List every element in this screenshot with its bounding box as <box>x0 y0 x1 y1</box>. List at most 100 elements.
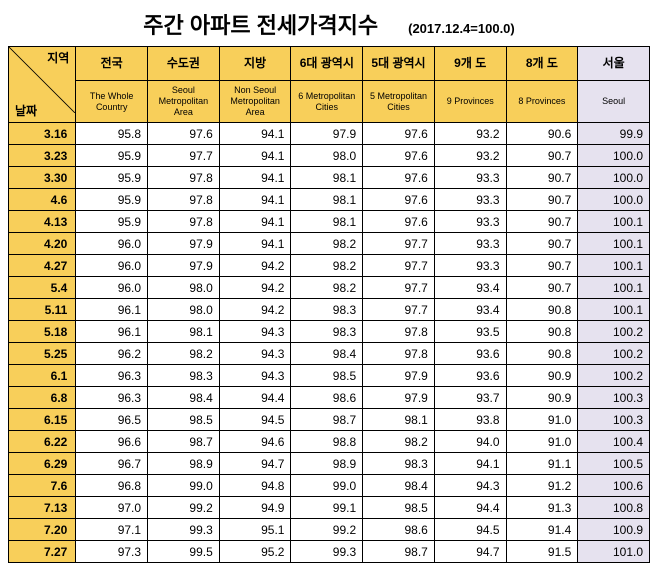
date-cell: 7.6 <box>9 475 76 497</box>
date-cell: 7.20 <box>9 519 76 541</box>
value-cell: 94.2 <box>219 299 291 321</box>
col-header-en: 6 Metropolitan Cities <box>291 81 363 123</box>
table-row: 6.896.398.494.498.697.993.790.9100.3 <box>9 387 650 409</box>
value-cell: 99.2 <box>291 519 363 541</box>
value-cell: 98.0 <box>148 299 220 321</box>
value-cell: 93.3 <box>434 211 506 233</box>
value-cell: 98.3 <box>148 365 220 387</box>
value-cell: 94.6 <box>219 431 291 453</box>
value-cell: 95.9 <box>76 189 148 211</box>
value-cell: 93.3 <box>434 167 506 189</box>
col-header-kr: 5대 광역시 <box>363 47 435 81</box>
value-cell: 95.1 <box>219 519 291 541</box>
table-row: 5.496.098.094.298.297.793.490.7100.1 <box>9 277 650 299</box>
value-cell: 98.5 <box>148 409 220 431</box>
value-cell: 90.8 <box>506 321 578 343</box>
value-cell: 90.7 <box>506 233 578 255</box>
col-header-kr: 지방 <box>219 47 291 81</box>
value-cell: 97.1 <box>76 519 148 541</box>
value-cell: 94.2 <box>219 255 291 277</box>
value-cell: 99.3 <box>291 541 363 563</box>
page-title: 주간 아파트 전세가격지수 <box>143 8 378 40</box>
value-cell: 98.7 <box>148 431 220 453</box>
col-header-kr: 전국 <box>76 47 148 81</box>
col-header-kr: 9개 도 <box>434 47 506 81</box>
value-cell: 97.9 <box>363 365 435 387</box>
value-cell: 94.3 <box>219 365 291 387</box>
table-row: 6.2296.698.794.698.898.294.091.0100.4 <box>9 431 650 453</box>
value-cell: 93.5 <box>434 321 506 343</box>
date-cell: 6.15 <box>9 409 76 431</box>
value-cell: 100.0 <box>578 145 650 167</box>
value-cell: 98.7 <box>291 409 363 431</box>
value-cell: 95.2 <box>219 541 291 563</box>
value-cell: 90.7 <box>506 211 578 233</box>
value-cell: 93.6 <box>434 343 506 365</box>
value-cell: 99.5 <box>148 541 220 563</box>
table-row: 7.2097.199.395.199.298.694.591.4100.9 <box>9 519 650 541</box>
value-cell: 96.6 <box>76 431 148 453</box>
table-row: 6.2996.798.994.798.998.394.191.1100.5 <box>9 453 650 475</box>
col-header-en: Non Seoul Metropolitan Area <box>219 81 291 123</box>
value-cell: 94.1 <box>219 189 291 211</box>
date-cell: 7.27 <box>9 541 76 563</box>
value-cell: 94.1 <box>219 123 291 145</box>
value-cell: 98.9 <box>148 453 220 475</box>
value-cell: 91.1 <box>506 453 578 475</box>
table-row: 4.1395.997.894.198.197.693.390.7100.1 <box>9 211 650 233</box>
table-row: 7.1397.099.294.999.198.594.491.3100.8 <box>9 497 650 519</box>
value-cell: 98.5 <box>363 497 435 519</box>
value-cell: 99.9 <box>578 123 650 145</box>
table-row: 5.1196.198.094.298.397.793.490.8100.1 <box>9 299 650 321</box>
value-cell: 100.1 <box>578 299 650 321</box>
value-cell: 100.6 <box>578 475 650 497</box>
value-cell: 100.0 <box>578 189 650 211</box>
value-cell: 97.9 <box>148 255 220 277</box>
value-cell: 101.0 <box>578 541 650 563</box>
value-cell: 95.9 <box>76 145 148 167</box>
value-cell: 93.6 <box>434 365 506 387</box>
value-cell: 97.6 <box>148 123 220 145</box>
value-cell: 100.5 <box>578 453 650 475</box>
value-cell: 98.9 <box>291 453 363 475</box>
value-cell: 94.0 <box>434 431 506 453</box>
value-cell: 94.3 <box>219 321 291 343</box>
value-cell: 93.2 <box>434 123 506 145</box>
value-cell: 95.9 <box>76 167 148 189</box>
value-cell: 98.6 <box>291 387 363 409</box>
value-cell: 94.1 <box>219 145 291 167</box>
value-cell: 94.1 <box>219 211 291 233</box>
table-row: 3.2395.997.794.198.097.693.290.7100.0 <box>9 145 650 167</box>
value-cell: 96.3 <box>76 365 148 387</box>
value-cell: 94.2 <box>219 277 291 299</box>
value-cell: 93.3 <box>434 189 506 211</box>
date-cell: 6.22 <box>9 431 76 453</box>
table-row: 4.695.997.894.198.197.693.390.7100.0 <box>9 189 650 211</box>
value-cell: 96.0 <box>76 255 148 277</box>
price-index-table: 지역날짜전국수도권지방6대 광역시5대 광역시9개 도8개 도서울The Who… <box>8 46 650 563</box>
value-cell: 97.8 <box>148 167 220 189</box>
value-cell: 96.1 <box>76 299 148 321</box>
value-cell: 96.3 <box>76 387 148 409</box>
value-cell: 97.6 <box>363 189 435 211</box>
value-cell: 94.1 <box>219 233 291 255</box>
value-cell: 97.9 <box>291 123 363 145</box>
date-cell: 6.29 <box>9 453 76 475</box>
value-cell: 97.8 <box>363 321 435 343</box>
value-cell: 94.3 <box>434 475 506 497</box>
value-cell: 100.1 <box>578 277 650 299</box>
value-cell: 94.7 <box>434 541 506 563</box>
date-cell: 4.27 <box>9 255 76 277</box>
value-cell: 90.6 <box>506 123 578 145</box>
date-cell: 4.6 <box>9 189 76 211</box>
value-cell: 90.7 <box>506 189 578 211</box>
value-cell: 98.6 <box>363 519 435 541</box>
value-cell: 98.8 <box>291 431 363 453</box>
date-cell: 4.13 <box>9 211 76 233</box>
value-cell: 100.2 <box>578 365 650 387</box>
corner-label-region: 지역 <box>47 51 69 65</box>
value-cell: 98.2 <box>291 277 363 299</box>
value-cell: 100.4 <box>578 431 650 453</box>
value-cell: 98.4 <box>363 475 435 497</box>
value-cell: 97.6 <box>363 167 435 189</box>
